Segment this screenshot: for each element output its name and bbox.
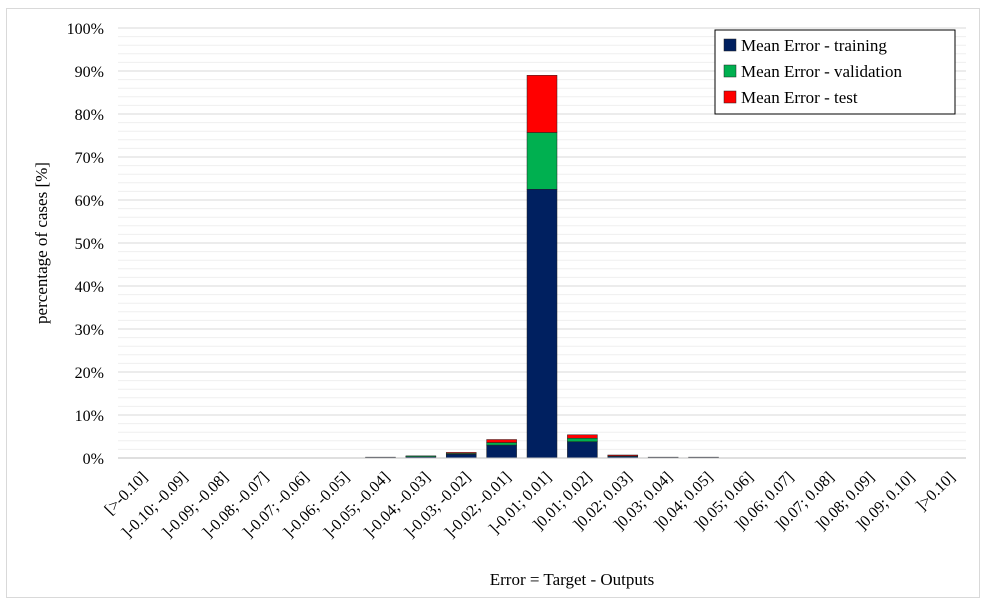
- bar-segment-test: [526, 75, 558, 133]
- y-tick-label: 80%: [75, 107, 104, 124]
- y-tick-label: 50%: [75, 236, 104, 253]
- y-tick-label: 90%: [75, 64, 104, 81]
- legend-swatch-validation: [723, 64, 737, 78]
- legend-label-training: Mean Error - training: [741, 36, 887, 55]
- legend-box: [714, 29, 956, 115]
- y-tick-label: 0%: [83, 451, 104, 468]
- bar-segment-training: [567, 441, 598, 459]
- y-tick-label: 30%: [75, 322, 104, 339]
- x-axis-title: Error = Target - Outputs: [490, 570, 655, 589]
- bar-segment-test: [486, 439, 517, 443]
- y-tick-label: 100%: [67, 21, 104, 38]
- bar-segment-training: [486, 444, 517, 459]
- legend-swatch-test: [723, 90, 737, 104]
- y-tick-label: 20%: [75, 365, 104, 382]
- y-tick-label: 70%: [75, 150, 104, 167]
- legend-label-validation: Mean Error - validation: [741, 62, 902, 81]
- y-tick-label: 60%: [75, 193, 104, 210]
- y-axis-title: percentage of cases [%]: [32, 162, 51, 324]
- bar-segment-validation: [567, 437, 598, 442]
- bar-segment-validation: [486, 442, 517, 446]
- y-tick-label: 40%: [75, 279, 104, 296]
- legend-label-test: Mean Error - test: [741, 88, 858, 107]
- y-tick-label: 10%: [75, 408, 104, 425]
- x-tick-label: ]>0.10]: [913, 469, 959, 515]
- bar-segment-test: [567, 434, 598, 439]
- bar-segment-test: [607, 454, 639, 457]
- bar-segment-validation: [405, 455, 437, 458]
- legend-swatch-training: [723, 38, 737, 52]
- bar-segment-test: [445, 452, 477, 454]
- bar-segment-validation: [526, 132, 558, 190]
- bar-segment-training: [445, 453, 477, 459]
- bar-segment-training: [526, 189, 558, 459]
